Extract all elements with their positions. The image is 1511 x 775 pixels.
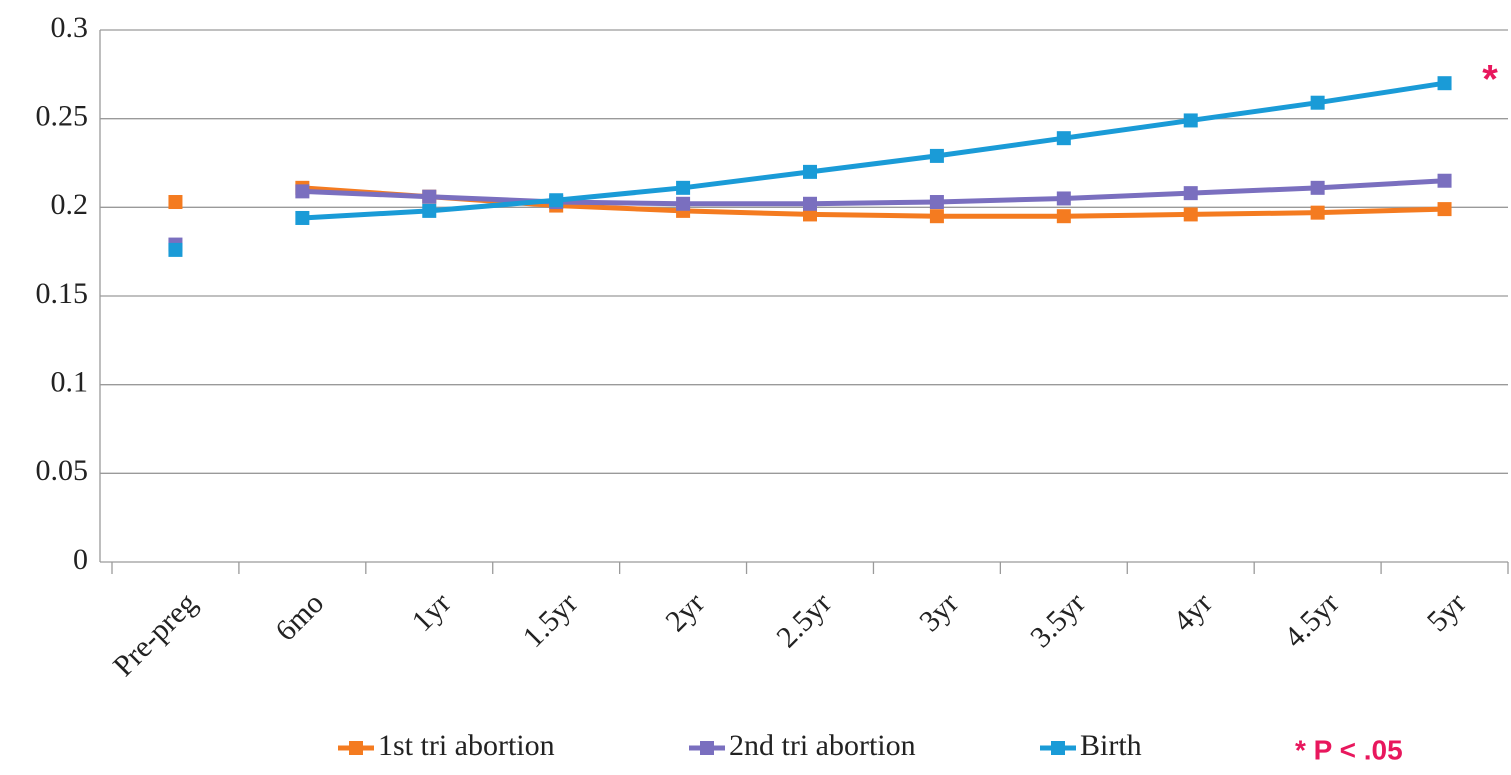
marker (1310, 180, 1325, 195)
y-tick-label: 0.3 (51, 11, 89, 44)
legend-marker (700, 741, 714, 755)
legend-label: 2nd tri abortion (729, 729, 916, 762)
marker (1437, 173, 1452, 188)
x-tick-label: 2.5yr (770, 586, 838, 654)
legend-marker (1051, 741, 1065, 755)
y-tick-label: 0 (73, 543, 88, 576)
significance-star: * (1482, 58, 1498, 102)
marker (422, 203, 437, 218)
marker (1310, 205, 1325, 220)
y-tick-label: 0.15 (36, 277, 89, 310)
marker (295, 210, 310, 225)
marker (168, 242, 183, 257)
marker (422, 189, 437, 204)
marker (676, 180, 691, 195)
marker (676, 196, 691, 211)
marker (1056, 191, 1071, 206)
marker (295, 184, 310, 199)
marker (1056, 209, 1071, 224)
marker (1183, 207, 1198, 222)
series-line (302, 178, 1445, 207)
marker (549, 193, 564, 208)
x-tick-label: 6mo (269, 586, 330, 647)
x-tick-label: 1yr (405, 586, 457, 638)
legend-label: 1st tri abortion (378, 729, 555, 762)
marker (1437, 76, 1452, 91)
marker (803, 164, 817, 179)
marker (929, 195, 944, 210)
marker (1056, 131, 1071, 146)
x-tick-label: 2yr (659, 586, 711, 638)
y-tick-label: 0.1 (51, 366, 89, 399)
x-tick-label: 5yr (1421, 586, 1473, 638)
x-tick-label: 4yr (1167, 586, 1219, 638)
marker (803, 196, 817, 211)
marker (1310, 95, 1325, 110)
marker (803, 207, 817, 222)
x-tick-label: 3yr (913, 586, 965, 638)
marker (168, 195, 183, 210)
marker (1183, 113, 1198, 128)
legend-marker (349, 741, 363, 755)
significance-note: * P < .05 (1295, 734, 1403, 765)
marker (1183, 186, 1198, 201)
marker (929, 148, 944, 163)
x-tick-label: 1.5yr (516, 586, 584, 654)
y-tick-label: 0.25 (36, 100, 89, 133)
marker (1437, 202, 1452, 217)
legend-label: Birth (1080, 729, 1142, 762)
series-line (302, 80, 1445, 221)
x-tick-label: Pre-preg (107, 586, 203, 682)
y-tick-label: 0.2 (51, 188, 89, 221)
y-tick-label: 0.05 (36, 454, 89, 487)
marker (929, 209, 944, 224)
x-tick-label: 4.5yr (1278, 586, 1346, 654)
x-tick-label: 3.5yr (1024, 586, 1092, 654)
